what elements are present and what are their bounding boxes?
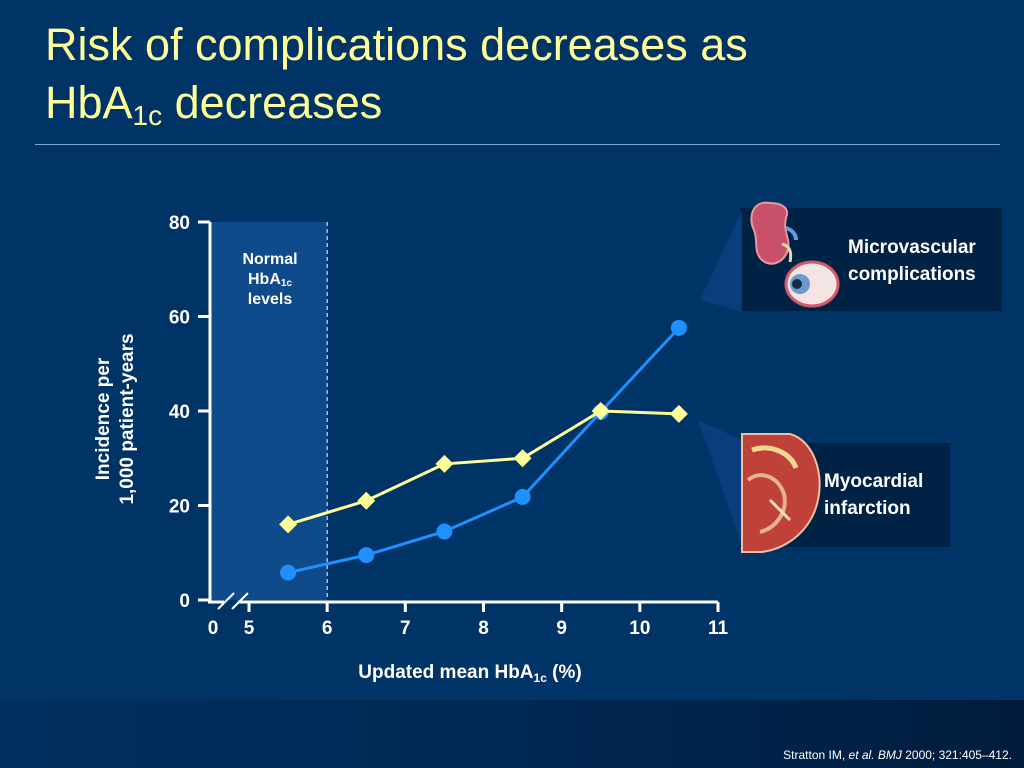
x-tick-label: 6 [322, 618, 333, 639]
kidney-icon [750, 201, 798, 265]
data-point [670, 319, 687, 336]
y-tick-label: 40 [169, 402, 190, 423]
y-tick-label: 20 [169, 497, 190, 518]
normal-label-hba: HbA [247, 271, 281, 288]
mi-callout [698, 420, 742, 545]
title-line-1: Risk of complications decreases as [45, 19, 748, 70]
series-line [287, 326, 681, 575]
data-point [436, 523, 453, 540]
slide-title: Risk of complications decreases as HbA1c… [45, 16, 748, 132]
axis-break-mark [217, 592, 235, 610]
microvascular-series [280, 319, 687, 581]
title-hba-subscript: 1c [132, 100, 163, 131]
x-axis-label-subscript: 1c [533, 671, 547, 685]
data-point [358, 547, 375, 564]
x-tick-label: 5 [244, 618, 255, 639]
x-axis-label: Updated mean HbA1c (%) [300, 662, 640, 684]
heart-icon [741, 433, 821, 553]
data-point [435, 454, 454, 473]
x-tick-label: 0 [208, 618, 219, 639]
data-point [591, 402, 610, 420]
y-tick-label: 60 [169, 308, 190, 329]
data-point [669, 404, 688, 423]
x-tick-label: 9 [556, 618, 567, 639]
chart-series [279, 319, 688, 581]
x-tick-label: 10 [629, 618, 650, 639]
x-axis-label-unit: (%) [546, 662, 582, 683]
normal-range-label: Normal HbA1c levels [225, 250, 315, 310]
data-point [514, 488, 531, 505]
citation: Stratton IM, et al. BMJ 2000; 321:405–41… [783, 748, 1012, 762]
citation-etal: et al. BMJ [848, 748, 902, 762]
citation-author: Stratton IM, [783, 748, 846, 762]
microvascular-callout [700, 210, 742, 312]
data-point [513, 449, 532, 468]
normal-label-line-1: Normal [242, 251, 298, 268]
normal-label-line-3: levels [247, 291, 293, 308]
data-point [357, 491, 376, 510]
title-line-2-rest: decreases [162, 77, 383, 128]
mi-series [279, 402, 688, 534]
x-tick-label: 11 [708, 618, 729, 639]
y-axis-label-line-2: 1,000 patient-years [117, 333, 138, 505]
citation-details: 2000; 321:405–412. [905, 748, 1012, 762]
normal-label-subscript: 1c [280, 278, 292, 289]
series-line [287, 409, 679, 526]
footer-band [0, 700, 1024, 768]
eye-icon [784, 260, 840, 308]
microvascular-label-line-1: Microvascular [848, 237, 976, 258]
y-axis-label-line-1: Incidence per [93, 357, 114, 481]
data-point [279, 515, 298, 534]
y-tick-label: 0 [179, 591, 190, 612]
microvascular-label-line-2: complications [848, 264, 976, 285]
microvascular-legend-label: Microvascular complications [848, 234, 976, 288]
mi-label-line-2: infarction [824, 498, 911, 519]
axis-break-mark [231, 592, 249, 610]
title-hba: HbA [45, 77, 133, 128]
mi-label-line-1: Myocardial [824, 471, 924, 492]
mi-legend-label: Myocardial infarction [824, 468, 923, 522]
y-tick-label: 80 [169, 213, 190, 234]
x-axis-label-main: Updated mean HbA [358, 662, 534, 683]
x-tick-label: 7 [400, 618, 411, 639]
normal-range-shading [210, 222, 328, 600]
y-axis-label: Incidence per 1,000 patient-years [92, 319, 140, 519]
title-divider [35, 144, 1000, 145]
chart-axes: 0 20 40 60 80 0 5 6 7 8 9 10 11 [169, 213, 729, 639]
x-tick-label: 8 [478, 618, 489, 639]
data-point [280, 564, 297, 581]
